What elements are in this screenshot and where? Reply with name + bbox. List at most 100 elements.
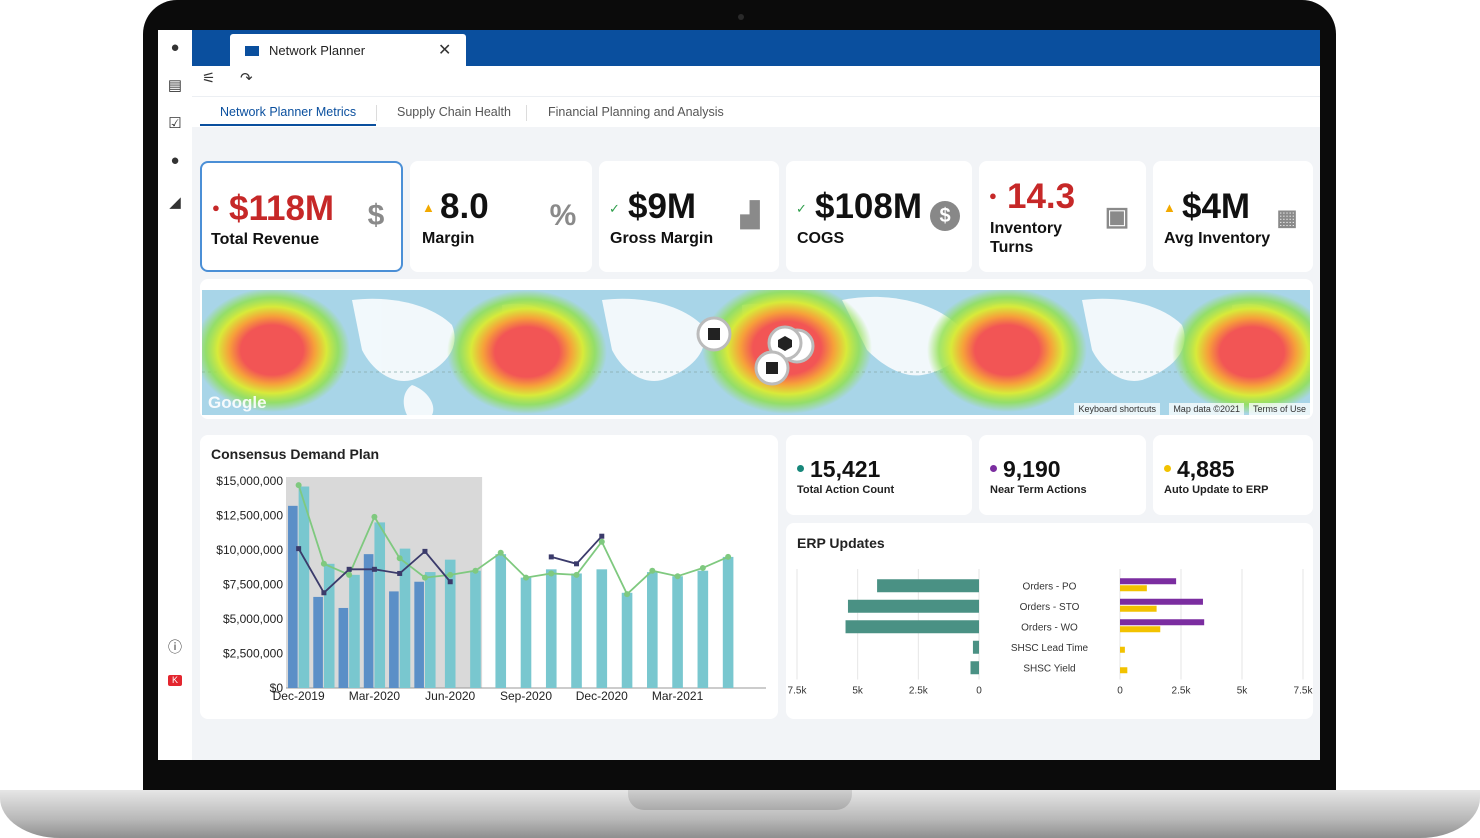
x-tick-label: Sep-2020 <box>500 689 552 703</box>
series-point <box>472 567 479 574</box>
x-tick-label: Dec-2020 <box>576 689 628 703</box>
share-arrow-icon[interactable]: ↷ <box>240 70 253 87</box>
kpi-card-total-revenue[interactable]: ● $118M Total Revenue $ <box>200 161 403 272</box>
dollar-coin-icon: $ <box>930 201 960 231</box>
kpi-card-gross-margin[interactable]: ✓ $9M Gross Margin ▟ <box>599 161 779 272</box>
series-point <box>422 548 428 554</box>
kpi-value: 8.0 <box>440 187 489 226</box>
laptop-notch <box>628 790 852 810</box>
x-tick-label: 2.5k <box>909 686 929 697</box>
filter-sliders-icon[interactable]: ⚟ <box>202 70 216 87</box>
help-icon[interactable]: ⓘ <box>168 639 182 655</box>
y-tick-label: $7,500,000 <box>223 578 283 592</box>
series-point <box>421 574 428 581</box>
app-screen: ● ▤ ☑ ● ◢ ⓘ K Network Planner ✕ ⚟ ↷ Netw… <box>158 30 1320 760</box>
close-tab-icon[interactable]: ✕ <box>438 42 452 59</box>
terms-of-use-link[interactable]: Terms of Use <box>1248 403 1310 415</box>
series-point <box>725 553 732 560</box>
kpi-card-margin[interactable]: ▲ 8.0 Margin % <box>410 161 592 272</box>
boxes-icon: ▦ <box>1276 205 1298 230</box>
erp-updates-chart: 7.5k 5k 2.5k 0 0 2.5k 5k 7.5k Orders - PO Orders … <box>788 569 1313 697</box>
kpi-value: $4M <box>1182 187 1251 226</box>
tab-financial-planning[interactable]: Financial Planning and Analysis <box>548 105 724 119</box>
hand-dollar-icon: $ <box>367 199 385 232</box>
bar-forecast <box>621 592 633 688</box>
status-indicator: ● <box>212 200 220 215</box>
category-label: SHSC Yield <box>1023 663 1075 674</box>
near-term-actions-card[interactable]: 9,190 Near Term Actions <box>979 435 1146 515</box>
active-tab-indicator <box>200 124 376 126</box>
bar-forecast <box>298 486 310 688</box>
bar-forecast <box>349 574 360 688</box>
bar-forecast <box>571 573 582 688</box>
recent-clock-icon[interactable]: ● <box>170 39 180 56</box>
heat-spot <box>447 290 607 414</box>
series-point <box>699 564 706 571</box>
kpi-label: Total Revenue <box>211 231 320 248</box>
series-point <box>447 571 454 578</box>
x-tick-label: 0 <box>1117 686 1123 697</box>
bar-forecast <box>424 572 436 688</box>
series-point <box>296 546 302 552</box>
metric-label: Total Action Count <box>797 484 895 496</box>
status-indicator: ● <box>989 188 997 203</box>
series-point <box>397 570 403 576</box>
series-point <box>599 533 605 539</box>
bar-left <box>847 599 979 613</box>
series-point <box>598 538 605 545</box>
tab-supply-chain-health[interactable]: Supply Chain Health <box>397 105 511 119</box>
bar-right-purple <box>1120 578 1177 585</box>
map-markers[interactable] <box>696 316 815 386</box>
auto-update-erp-card[interactable]: 4,885 Auto Update to ERP <box>1153 435 1313 515</box>
metric-value: 9,190 <box>1003 456 1061 482</box>
series-point <box>674 573 681 580</box>
bar-forecast <box>374 522 386 688</box>
series-point <box>548 554 554 560</box>
keyboard-shortcuts-link[interactable]: Keyboard shortcuts <box>1074 403 1160 415</box>
series-line <box>551 535 603 565</box>
heatmap-map[interactable]: Google Keyboard shortcuts Map data ©2021… <box>202 290 1310 415</box>
total-action-count-card[interactable]: 15,421 Total Action Count <box>786 435 972 515</box>
y-tick-label: $5,000,000 <box>223 612 283 626</box>
kpi-label: Avg Inventory <box>1164 230 1271 247</box>
bar-forecast <box>672 576 683 688</box>
series-point <box>574 561 580 567</box>
series-point <box>497 549 504 556</box>
dashboard-content: Network Planner Metrics Supply Chain Hea… <box>192 97 1320 760</box>
metric-value: 15,421 <box>810 456 881 482</box>
kpi-card-cogs[interactable]: ✓ $108M COGS $ <box>786 161 972 272</box>
series-point <box>295 482 302 489</box>
consensus-demand-plan-card: Consensus Demand Plan $0 $2,500,000 $5,000… <box>200 435 778 719</box>
document-icon[interactable]: ▤ <box>167 77 183 94</box>
comments-icon[interactable]: ● <box>170 152 180 169</box>
x-tick-label: Dec-2019 <box>273 689 325 703</box>
percent-icon: % <box>549 199 577 232</box>
kpi-label: Margin <box>422 230 475 247</box>
app-tab[interactable]: Network Planner ✕ <box>230 34 466 66</box>
kpi-value: 14.3 <box>1007 177 1076 216</box>
tasks-clipboard-icon[interactable]: ☑ <box>168 115 182 132</box>
kpi-card-inventory-turns[interactable]: ● 14.3 Inventory Turns ▣ <box>979 161 1146 272</box>
bar-chart-up-icon: ▟ <box>740 202 760 229</box>
heatmap-layer <box>202 290 1310 415</box>
metric-value: 4,885 <box>1177 456 1235 482</box>
bar-history <box>288 505 298 688</box>
category-label: Orders - WO <box>1021 622 1078 633</box>
kpi-card-avg-inventory[interactable]: ▲ $4M Avg Inventory ▦ <box>1153 161 1313 272</box>
series-point <box>396 555 403 562</box>
map-data-attribution: Map data ©2021 <box>1169 403 1244 415</box>
bar-right-yellow <box>1120 646 1125 653</box>
settings-tools-icon[interactable]: ◢ <box>169 194 181 211</box>
series-point <box>346 571 353 578</box>
x-tick-label: 5k <box>1237 686 1249 697</box>
series-point <box>321 590 327 596</box>
legend-dot <box>990 465 997 472</box>
bar-right-yellow <box>1120 667 1128 674</box>
kpi-label: Gross Margin <box>610 230 714 247</box>
app-logo-icon <box>245 46 259 56</box>
bar-forecast <box>545 569 557 688</box>
tab-network-planner-metrics[interactable]: Network Planner Metrics <box>220 105 357 119</box>
legend-dot <box>1164 465 1171 472</box>
series-point <box>624 591 631 598</box>
category-label: SHSC Lead Time <box>1011 643 1089 654</box>
